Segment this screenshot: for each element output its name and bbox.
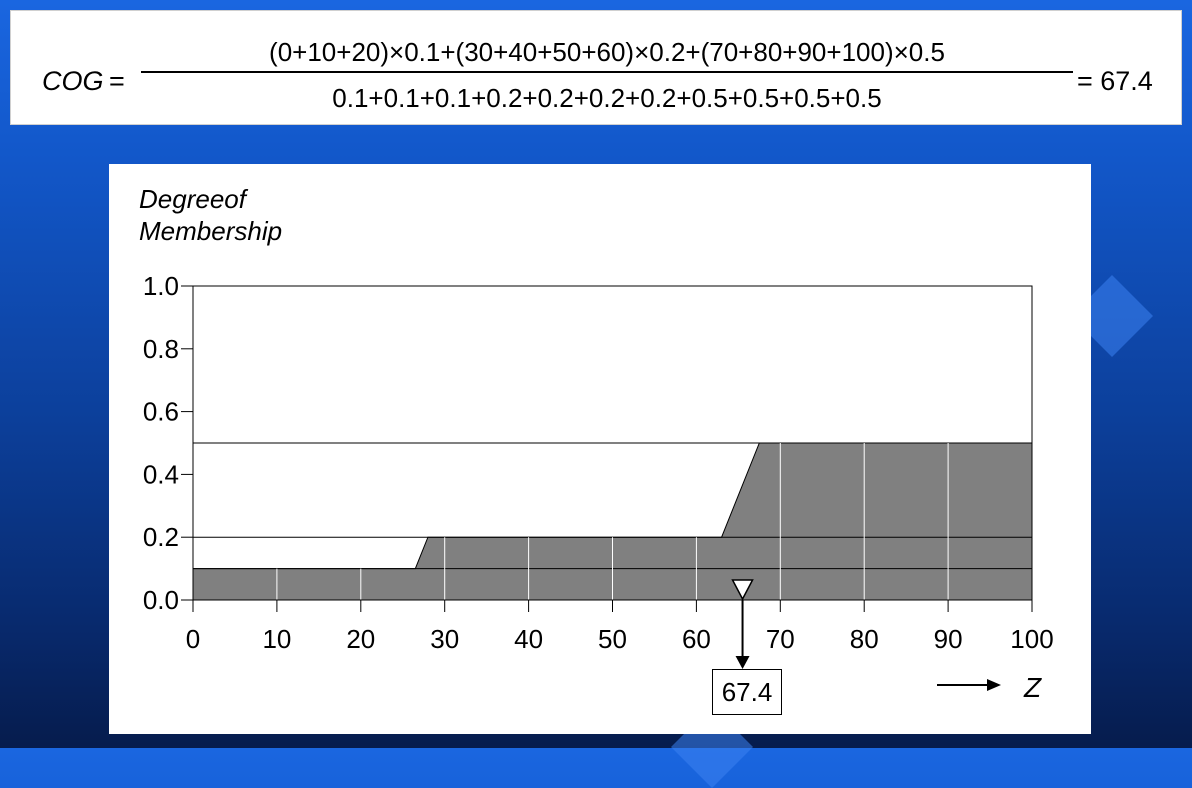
- cog-arrow-head: [735, 656, 750, 669]
- z-direction-arrow-head: [987, 679, 1001, 691]
- x-tick-label-1: 10: [262, 624, 291, 654]
- x-tick-label-2: 20: [346, 624, 375, 654]
- y-tick-label-4: 0.8: [143, 334, 179, 364]
- formula-fraction-bar: [141, 71, 1073, 73]
- y-tick-label-5: 1.0: [143, 271, 179, 301]
- cog-triangle-marker: [731, 579, 754, 601]
- membership-chart-panel: Degreeof Membership 0.0 0.2 0.4 0.6 0.8 1.0 0 1…: [109, 164, 1091, 734]
- x-tick-label-7: 70: [766, 624, 795, 654]
- x-tick-label-0: 0: [186, 624, 200, 654]
- x-tick-label-8: 80: [850, 624, 879, 654]
- x-tick-label-9: 90: [934, 624, 963, 654]
- y-tick-label-3: 0.6: [143, 397, 179, 427]
- x-axis-label: Z: [1024, 672, 1042, 703]
- y-tick-label-0: 0.0: [143, 585, 179, 615]
- x-tick-label-4: 40: [514, 624, 543, 654]
- y-tick-label-2: 0.4: [143, 459, 179, 489]
- x-tick-label-10: 100: [1010, 624, 1053, 654]
- cog-formula-box: COG = (0+10+20)×0.1+(30+40+50+60)×0.2+(7…: [10, 10, 1182, 125]
- y-axis-label-line-2: Membership: [139, 216, 283, 246]
- formula-denominator: 0.1+0.1+0.1+0.2+0.2+0.2+0.2+0.5+0.5+0.5+…: [332, 83, 882, 113]
- x-tick-label-5: 50: [598, 624, 627, 654]
- x-tick-label-6: 60: [682, 624, 711, 654]
- cog-result-box: 67.4: [712, 669, 782, 715]
- y-axis-label-line-1: Degreeof: [139, 184, 246, 214]
- formula-numerator: (0+10+20)×0.1+(30+40+50+60)×0.2+(70+80+9…: [269, 37, 945, 67]
- y-tick-label-1: 0.2: [143, 522, 179, 552]
- formula-equals: =: [109, 66, 125, 96]
- membership-chart: 0.0 0.2 0.4 0.6 0.8 1.0 0 10 20 30 40 50 60 70 80 90 100: [143, 271, 1054, 691]
- formula-cog-label: COG: [42, 66, 104, 96]
- x-tick-label-3: 30: [430, 624, 459, 654]
- formula-result: = 67.4: [1077, 66, 1153, 96]
